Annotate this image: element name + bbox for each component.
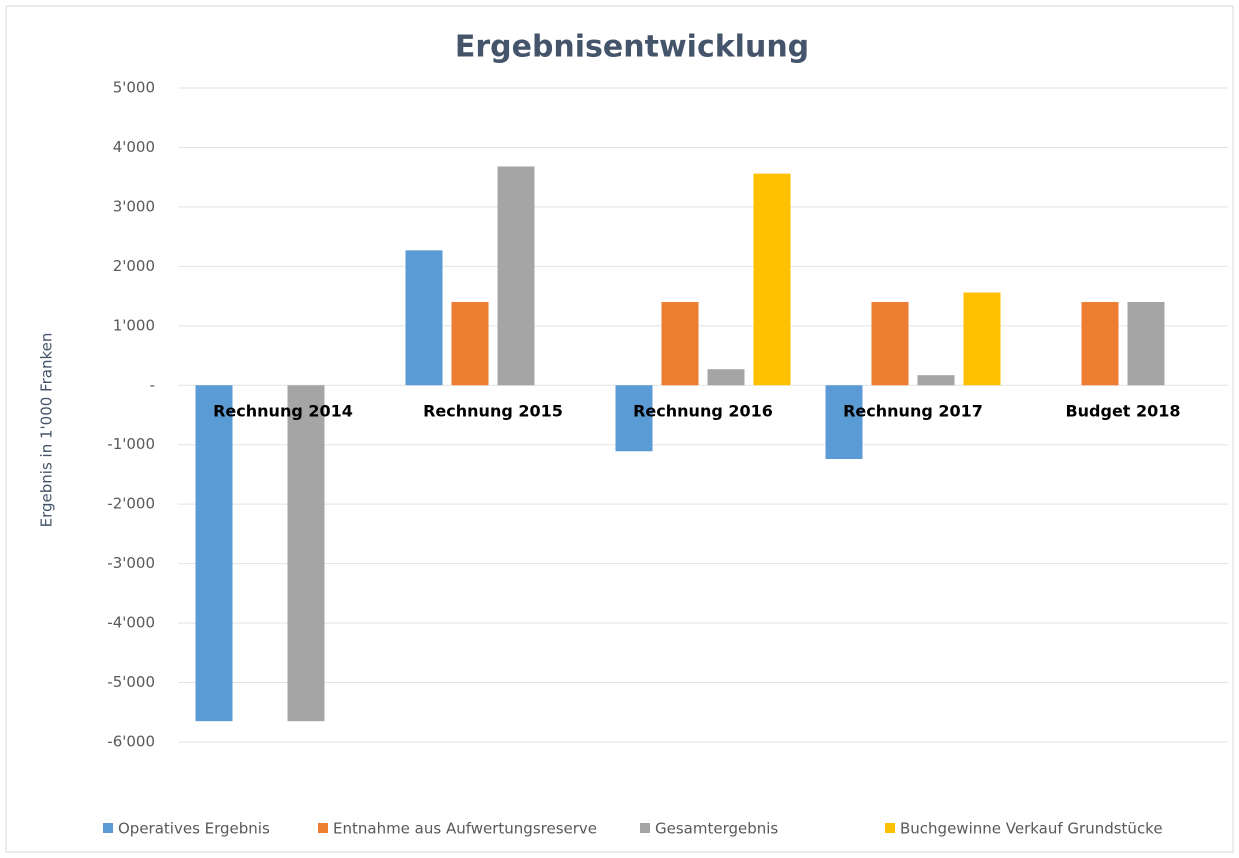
- legend-swatch: [885, 823, 895, 833]
- y-tick-label: 5'000: [113, 79, 155, 97]
- bar: [195, 385, 233, 722]
- y-tick-label: -3'000: [107, 554, 155, 572]
- bar: [615, 385, 653, 452]
- x-tick-label: Rechnung 2014: [213, 402, 353, 421]
- bar: [451, 302, 489, 386]
- bar: [661, 302, 699, 386]
- legend-label: Entnahme aus Aufwertungsreserve: [333, 820, 597, 838]
- legend-swatch: [318, 823, 328, 833]
- bar: [707, 369, 745, 386]
- y-tick-label: -1'000: [107, 435, 155, 453]
- legend-label: Operatives Ergebnis: [118, 820, 270, 838]
- bar: [1081, 302, 1119, 386]
- y-tick-label: 4'000: [113, 138, 155, 156]
- y-tick-label: -: [150, 376, 155, 394]
- bar: [963, 292, 1001, 386]
- x-tick-label: Rechnung 2016: [633, 402, 773, 421]
- chart-title: Ergebnisentwicklung: [455, 30, 809, 65]
- bar: [753, 173, 791, 386]
- bar: [405, 250, 443, 386]
- y-tick-label: 2'000: [113, 257, 155, 275]
- y-tick-label: 3'000: [113, 197, 155, 215]
- legend-label: Gesamtergebnis: [655, 820, 778, 838]
- x-tick-label: Budget 2018: [1065, 402, 1180, 421]
- bar: [917, 375, 955, 386]
- x-tick-label: Rechnung 2017: [843, 402, 983, 421]
- bar: [287, 385, 325, 722]
- legend-swatch: [103, 823, 113, 833]
- y-tick-label: -6'000: [107, 733, 155, 751]
- legend-swatch: [640, 823, 650, 833]
- y-tick-label: -2'000: [107, 495, 155, 513]
- y-axis-label: Ergebnis in 1'000 Franken: [38, 333, 56, 528]
- y-tick-label: -4'000: [107, 614, 155, 632]
- y-tick-label: 1'000: [113, 316, 155, 334]
- x-tick-label: Rechnung 2015: [423, 402, 563, 421]
- y-tick-label: -5'000: [107, 673, 155, 691]
- bar: [825, 385, 863, 459]
- bar: [871, 302, 909, 386]
- bar: [497, 166, 535, 386]
- legend-label: Buchgewinne Verkauf Grundstücke: [900, 820, 1163, 838]
- bar: [1127, 302, 1165, 386]
